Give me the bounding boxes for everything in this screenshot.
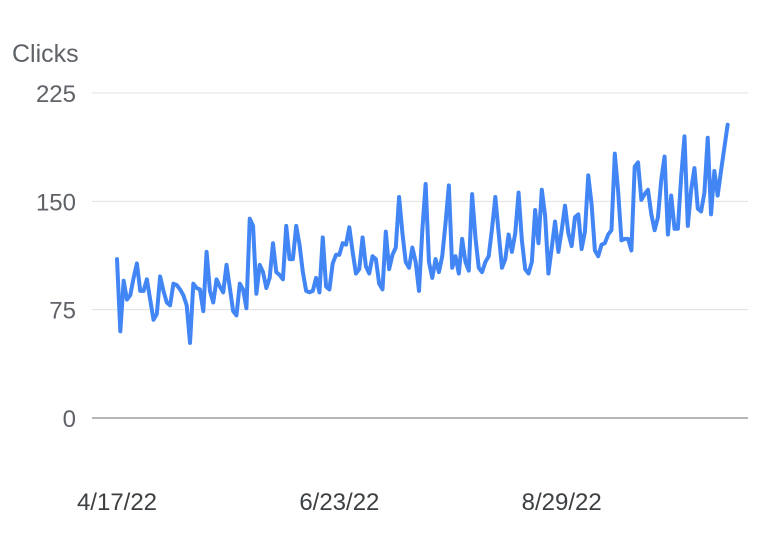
- y-tick-label: 150: [36, 189, 76, 216]
- x-tick-label: 8/29/22: [522, 489, 602, 516]
- y-tick-label: 225: [36, 81, 76, 108]
- y-axis-label: Clicks: [12, 40, 79, 68]
- x-axis-ticks: 4/17/22 6/23/22 8/29/22: [77, 489, 602, 516]
- x-tick-label: 4/17/22: [77, 489, 157, 516]
- x-tick-label: 6/23/22: [299, 489, 379, 516]
- y-axis-ticks: 0 75 150 225: [36, 81, 76, 433]
- y-tick-label: 75: [49, 298, 76, 325]
- series-group: [115, 122, 730, 345]
- y-tick-label: 0: [63, 406, 76, 433]
- series-line-clicks: [115, 122, 730, 345]
